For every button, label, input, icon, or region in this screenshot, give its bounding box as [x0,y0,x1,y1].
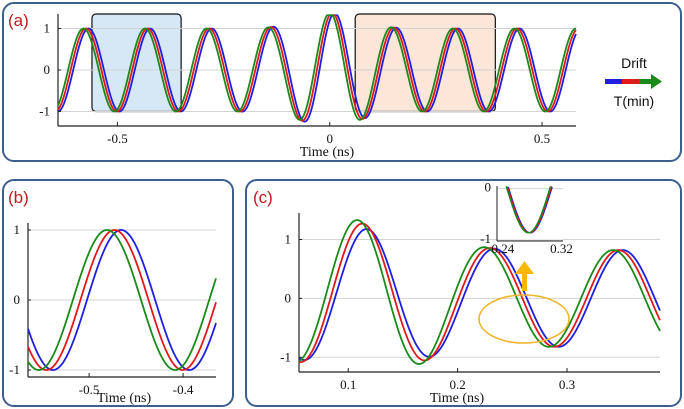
y-tick-label: 0 [14,292,21,307]
y-tick-label: 1 [14,222,21,237]
x-tick-label: 0.3 [559,377,575,392]
series-green-line [27,229,217,371]
panel-b-xlabel: Time (ns) [97,391,152,405]
y-tick-label: -1 [9,362,20,377]
x-tick-label: 0 [326,131,333,146]
legend-drift-label: Drift [621,55,647,71]
series-green-line [57,14,577,121]
panel-a-label: (a) [8,11,29,30]
panel-b: -1 0 1 -0.5 -0.4 (b) Time (ns) [2,179,234,407]
series-blue-line [27,229,217,371]
panel-b-label: (b) [8,188,29,207]
inset-y-tick-label: -1 [480,231,491,246]
inset-x-tick-label: 0.24 [491,241,514,256]
panel-a: -1 0 1 -0.5 0 0.5 (a) Time (ns) Drift T(min) [2,2,682,162]
inset-series-green-line [505,186,552,234]
inset-chart: -1 0 0.24 0.32 [480,181,573,256]
y-tick-label: 1 [285,232,292,247]
y-tick-label: 1 [44,21,51,36]
series-green-line [298,219,661,365]
x-tick-label: -0.5 [79,382,100,397]
series-red-line [298,222,661,364]
y-tick-label: 0 [44,62,51,77]
series-red-line [27,229,217,371]
panel-c-label: (c) [253,188,273,207]
x-tick-label: 0.5 [534,131,550,146]
legend-tmin-label: T(min) [614,93,654,109]
x-tick-label: 0.2 [449,377,465,392]
x-tick-label: -0.5 [107,131,128,146]
y-tick-label: 0 [285,290,292,305]
series-blue-line [298,228,661,361]
panel-c-xlabel: Time (ns) [430,391,485,405]
panel-a-xlabel: Time (ns) [300,145,355,160]
chart-b-svg: -1 0 1 -0.5 -0.4 (b) Time (ns) [8,188,217,405]
y-tick-label: -1 [280,349,291,364]
chart-c-svg: -1 0 1 0.1 0.2 0.3 (c) Time (ns) -1 0 0.24 0.32 [253,181,661,405]
x-tick-label: -0.4 [173,382,194,397]
zoom-region-ellipse [478,294,570,344]
panel-c: -1 0 1 0.1 0.2 0.3 (c) Time (ns) -1 0 0.24 0.32 [245,179,682,407]
zoom-arrow [515,261,534,291]
legend-drift-arrow [605,74,662,89]
x-tick-label: 0.1 [340,377,356,392]
inset-y-tick-label: 0 [485,181,492,195]
inset-x-tick-label: 0.32 [550,241,573,256]
chart-a-svg: -1 0 1 -0.5 0 0.5 (a) Time (ns) Drift T(min) [8,11,662,160]
series-blue-line [57,14,577,123]
y-tick-label: -1 [39,103,50,118]
series-red-line [57,14,577,122]
